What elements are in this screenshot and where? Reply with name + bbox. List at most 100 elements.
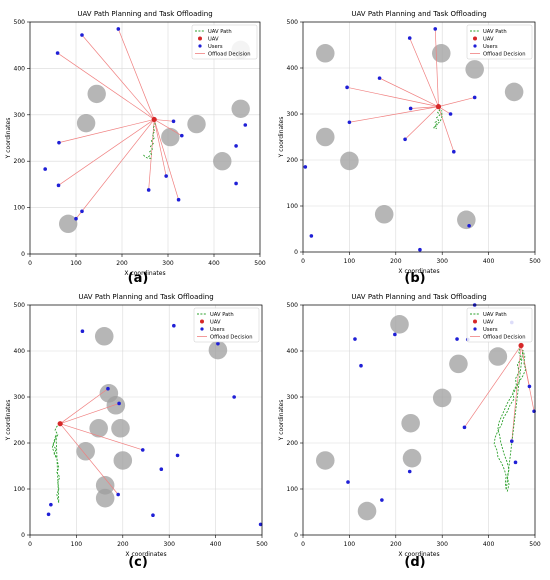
obstacle-circle: [402, 448, 422, 468]
user-point: [56, 183, 61, 188]
user-point: [151, 513, 155, 518]
y-tick-label: 400: [14, 65, 26, 72]
legend-box: [466, 24, 533, 60]
obstacle-circle: [89, 419, 108, 438]
user-point: [467, 223, 471, 228]
user-point: [171, 119, 176, 124]
legend-box: [193, 307, 260, 343]
y-tick-label: 500: [287, 19, 299, 26]
chart-panel-3: 00 100 100 200 200 300 300 400 400 500 500 UAV Path…: [5, 293, 268, 570]
user-point: [80, 33, 84, 37]
obstacle-circle: [432, 388, 452, 408]
y-tick-label: 300: [287, 111, 299, 118]
uav-path-line: [493, 345, 527, 492]
user-point: [234, 181, 238, 186]
uav-path-line: [142, 119, 156, 160]
obstacle-circle: [315, 127, 335, 147]
user-point: [232, 395, 236, 399]
user-point: [172, 323, 176, 328]
user-point: [303, 165, 308, 169]
y-axis-label: Y coordinates: [278, 117, 285, 159]
obstacle-circle: [357, 501, 377, 521]
user-point: [180, 133, 184, 138]
x-tick-label: 200: [116, 260, 128, 267]
user-point: [448, 112, 453, 116]
obstacle-circle: [95, 476, 115, 495]
legend-uav-swatch: [198, 36, 202, 41]
y-tick-label: 400: [287, 65, 299, 72]
legend-label: UAV: [208, 37, 219, 43]
x-tick-label: 300: [436, 258, 448, 265]
obstacle-circle: [315, 451, 335, 470]
legend-users-swatch: [200, 327, 204, 331]
user-point: [116, 492, 120, 497]
user-point: [455, 337, 459, 341]
obstacle-circle: [431, 44, 451, 63]
legend-label: Users: [210, 327, 225, 333]
legend-box: [466, 307, 533, 343]
user-point: [462, 425, 467, 430]
legend-label: UAV: [483, 320, 494, 326]
x-tick-label: 500: [529, 541, 541, 548]
y-tick-label: 0: [21, 251, 25, 258]
user-point: [353, 337, 357, 341]
panel-caption: (c): [128, 555, 148, 570]
user-point: [309, 234, 314, 238]
legend-uav-swatch: [473, 319, 477, 324]
user-point: [359, 363, 363, 368]
obstacle-circle: [457, 210, 476, 230]
legend-uav-swatch: [473, 36, 477, 41]
plot-frame: [29, 21, 261, 255]
y-tick-label: 500: [14, 302, 26, 309]
obstacle-circle: [111, 419, 130, 438]
offload-line: [81, 34, 155, 120]
legend-label: UAV Path: [210, 312, 234, 318]
y-tick-label: 300: [287, 394, 299, 401]
user-point: [346, 480, 350, 484]
user-point: [80, 329, 85, 334]
x-tick-label: 200: [390, 258, 402, 265]
offload-line: [57, 52, 155, 120]
user-point: [407, 36, 412, 40]
user-point: [418, 247, 422, 252]
offload-line: [117, 28, 155, 120]
x-tick-label: 500: [254, 260, 266, 267]
obstacle-circle: [76, 113, 96, 133]
user-point: [164, 174, 168, 178]
offload-line: [154, 119, 174, 122]
x-tick-label: 400: [208, 260, 220, 267]
obstacle-circle: [465, 60, 484, 79]
y-tick-label: 500: [287, 302, 299, 309]
offload-line: [60, 423, 143, 451]
legend-box: [191, 24, 258, 60]
y-tick-label: 300: [14, 394, 26, 401]
user-point: [407, 469, 412, 474]
x-axis-label: X coordinates: [125, 551, 166, 558]
offload-line: [58, 119, 155, 143]
offload-line: [153, 119, 179, 200]
offload-line: [434, 28, 439, 107]
uav-point: [435, 104, 442, 110]
legend-label: Users: [483, 327, 498, 333]
x-tick-label: 400: [210, 541, 222, 548]
x-tick-label: 500: [529, 258, 541, 265]
x-tick-label: 0: [301, 258, 305, 265]
offload-line: [464, 345, 522, 428]
x-tick-label: 0: [301, 541, 305, 548]
user-point: [216, 341, 220, 346]
user-point: [347, 120, 352, 125]
legend-label: Users: [483, 44, 498, 50]
legend-users-swatch: [473, 44, 477, 48]
x-tick-label: 300: [162, 260, 174, 267]
legend-label: Users: [208, 44, 223, 50]
obstacle-circle: [504, 82, 524, 102]
chart-title: UAV Path Planning and Task Offloading: [77, 10, 212, 18]
y-tick-label: 400: [287, 348, 299, 355]
x-tick-label: 0: [28, 260, 32, 267]
x-tick-label: 300: [436, 541, 448, 548]
x-axis-label: X coordinates: [398, 551, 439, 558]
y-axis-label: Y coordinates: [5, 400, 12, 442]
